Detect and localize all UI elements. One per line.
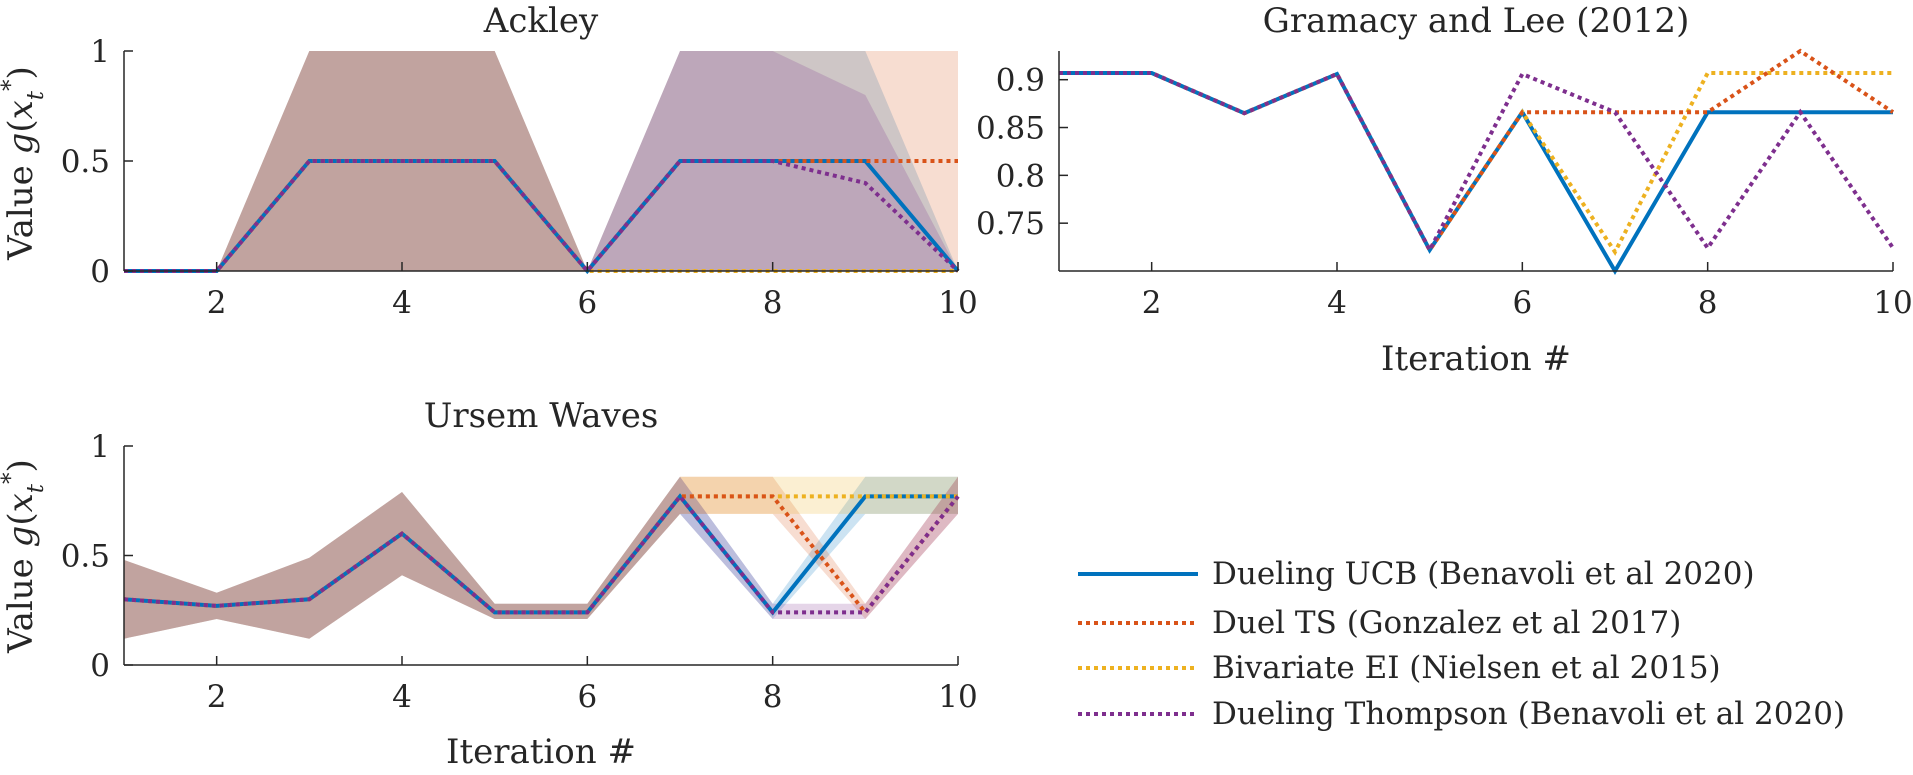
chart-ursem-waves: 2 4 6 8 10 0 0.5 1 Ursem Waves Iteration # Valu… bbox=[0, 396, 978, 772]
ackley-series-line-3 bbox=[124, 159, 960, 275]
ackley-series-line-1 bbox=[124, 159, 958, 275]
gramacy-lee-y-tick-label: 0.85 bbox=[976, 111, 1045, 147]
ackley-band-2 bbox=[124, 51, 958, 271]
ackley-lines bbox=[124, 159, 960, 275]
ursem-waves-x-tick-label: 2 bbox=[207, 679, 227, 715]
gramacy-lee-title: Gramacy and Lee (2012) bbox=[1263, 1, 1690, 41]
legend-entry: Dueling Thompson (Benavoli et al 2020) bbox=[1078, 696, 1845, 732]
ackley-axes: 2 4 6 8 10 0 0.5 1 bbox=[61, 34, 978, 321]
ackley-x-tick-label: 8 bbox=[763, 285, 783, 321]
ursem-waves-band-3 bbox=[124, 476, 958, 639]
gramacy-lee-series-line-1 bbox=[1059, 48, 1895, 254]
legend-label: Dueling UCB (Benavoli et al 2020) bbox=[1212, 556, 1755, 592]
ursem-waves-x-tick-label: 10 bbox=[938, 679, 977, 715]
ackley-y-tick-label: 1 bbox=[90, 34, 110, 70]
ursem-waves-y-tick-label: 1 bbox=[90, 429, 110, 465]
gramacy-lee-x-tick-label: 6 bbox=[1512, 285, 1532, 321]
legend: Dueling UCB (Benavoli et al 2020) Duel T… bbox=[1078, 556, 1845, 732]
legend-entry: Bivariate EI (Nielsen et al 2015) bbox=[1078, 650, 1721, 686]
legend-label: Dueling Thompson (Benavoli et al 2020) bbox=[1212, 696, 1845, 732]
gramacy-lee-x-tick-label: 8 bbox=[1698, 285, 1718, 321]
ursem-waves-series-line-3 bbox=[123, 493, 960, 615]
gramacy-lee-y-tick-label: 0.75 bbox=[976, 206, 1045, 242]
gramacy-lee-xlabel: Iteration # bbox=[1381, 339, 1571, 379]
gramacy-lee-series-line-3 bbox=[1059, 71, 1895, 255]
chart-gramacy-lee: 2 4 6 8 10 0.75 0.8 0.85 0.9 Gramacy and Lee (20… bbox=[976, 1, 1913, 379]
ursem-waves-title: Ursem Waves bbox=[424, 396, 659, 436]
ursem-waves-band-0 bbox=[124, 476, 958, 639]
ackley-x-tick-label: 4 bbox=[392, 285, 412, 321]
ackley-band-0 bbox=[124, 51, 958, 271]
ursem-waves-bands bbox=[124, 476, 958, 639]
gramacy-lee-x-tick-label: 2 bbox=[1142, 285, 1162, 321]
gramacy-lee-lines bbox=[1059, 48, 1895, 275]
legend-entry: Dueling UCB (Benavoli et al 2020) bbox=[1078, 556, 1755, 592]
ackley-x-tick-label: 6 bbox=[577, 285, 597, 321]
gramacy-lee-y-tick-label: 0.9 bbox=[996, 63, 1045, 99]
ursem-waves-lines bbox=[123, 493, 960, 616]
ackley-y-tick-label: 0.5 bbox=[61, 144, 110, 180]
ackley-y-tick-label: 0 bbox=[90, 254, 110, 290]
legend-entry: Duel TS (Gonzalez et al 2017) bbox=[1078, 605, 1681, 641]
ursem-waves-y-tick-label: 0 bbox=[90, 648, 110, 684]
ackley-band-3 bbox=[124, 51, 958, 271]
ursem-waves-xlabel: Iteration # bbox=[446, 732, 636, 772]
gramacy-lee-series-line-0 bbox=[1059, 71, 1893, 275]
legend-label: Duel TS (Gonzalez et al 2017) bbox=[1212, 605, 1681, 641]
gramacy-lee-axes: 2 4 6 8 10 0.75 0.8 0.85 0.9 bbox=[976, 51, 1913, 321]
ackley-bands bbox=[124, 51, 958, 271]
ursem-waves-ylabel: Value g(xt*) bbox=[0, 459, 49, 654]
ackley-band-1 bbox=[124, 51, 958, 271]
ursem-waves-band-2 bbox=[124, 476, 958, 639]
ackley-title: Ackley bbox=[483, 1, 599, 41]
ursem-waves-x-tick-label: 6 bbox=[577, 679, 597, 715]
ursem-waves-band-1 bbox=[124, 476, 958, 639]
chart-ackley: 2 4 6 8 10 0 0.5 1 Ackley Value g(xt*) bbox=[0, 1, 978, 321]
legend-label: Bivariate EI (Nielsen et al 2015) bbox=[1212, 650, 1721, 686]
ursem-waves-y-tick-label: 0.5 bbox=[61, 539, 110, 575]
gramacy-lee-x-tick-label: 4 bbox=[1327, 285, 1347, 321]
ursem-waves-axes: 2 4 6 8 10 0 0.5 1 bbox=[61, 429, 978, 715]
ackley-ylabel: Value g(xt*) bbox=[0, 66, 49, 261]
gramacy-lee-x-tick-label: 10 bbox=[1873, 285, 1912, 321]
gramacy-lee-y-tick-label: 0.8 bbox=[996, 158, 1045, 194]
ackley-x-tick-label: 2 bbox=[207, 285, 227, 321]
ursem-waves-x-tick-label: 4 bbox=[392, 679, 412, 715]
ursem-waves-x-tick-label: 8 bbox=[763, 679, 783, 715]
ackley-x-tick-label: 10 bbox=[938, 285, 977, 321]
